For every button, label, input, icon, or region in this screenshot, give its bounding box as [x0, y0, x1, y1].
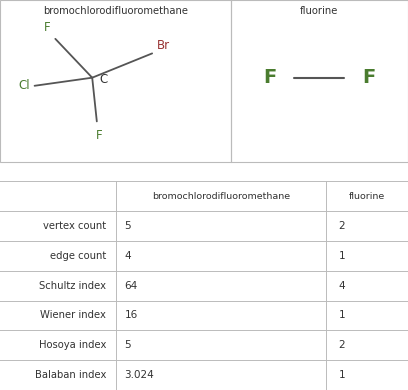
- Text: 4: 4: [339, 281, 345, 291]
- Text: 4: 4: [124, 251, 131, 261]
- Text: 2: 2: [339, 221, 345, 231]
- Text: Wiener index: Wiener index: [40, 310, 106, 321]
- Text: 2: 2: [339, 340, 345, 350]
- Text: 64: 64: [124, 281, 137, 291]
- Text: F: F: [96, 129, 102, 142]
- Text: bromochlorodifluoromethane: bromochlorodifluoromethane: [152, 192, 290, 201]
- Text: Balaban index: Balaban index: [35, 370, 106, 380]
- Text: fluorine: fluorine: [300, 7, 339, 16]
- Text: 5: 5: [124, 340, 131, 350]
- Text: 1: 1: [339, 310, 345, 321]
- Text: F: F: [362, 68, 376, 87]
- Text: Hosoya index: Hosoya index: [39, 340, 106, 350]
- Text: 1: 1: [339, 251, 345, 261]
- Text: edge count: edge count: [50, 251, 106, 261]
- Text: 3.024: 3.024: [124, 370, 154, 380]
- Text: 5: 5: [124, 221, 131, 231]
- Text: fluorine: fluorine: [349, 192, 385, 201]
- Text: Br: Br: [157, 39, 170, 52]
- Text: bromochlorodifluoromethane: bromochlorodifluoromethane: [43, 7, 188, 16]
- Text: C: C: [99, 73, 107, 86]
- Text: 1: 1: [339, 370, 345, 380]
- Text: Cl: Cl: [18, 79, 30, 92]
- Text: vertex count: vertex count: [43, 221, 106, 231]
- Text: Schultz index: Schultz index: [39, 281, 106, 291]
- Text: 16: 16: [124, 310, 137, 321]
- Text: F: F: [44, 21, 51, 34]
- Text: F: F: [263, 68, 276, 87]
